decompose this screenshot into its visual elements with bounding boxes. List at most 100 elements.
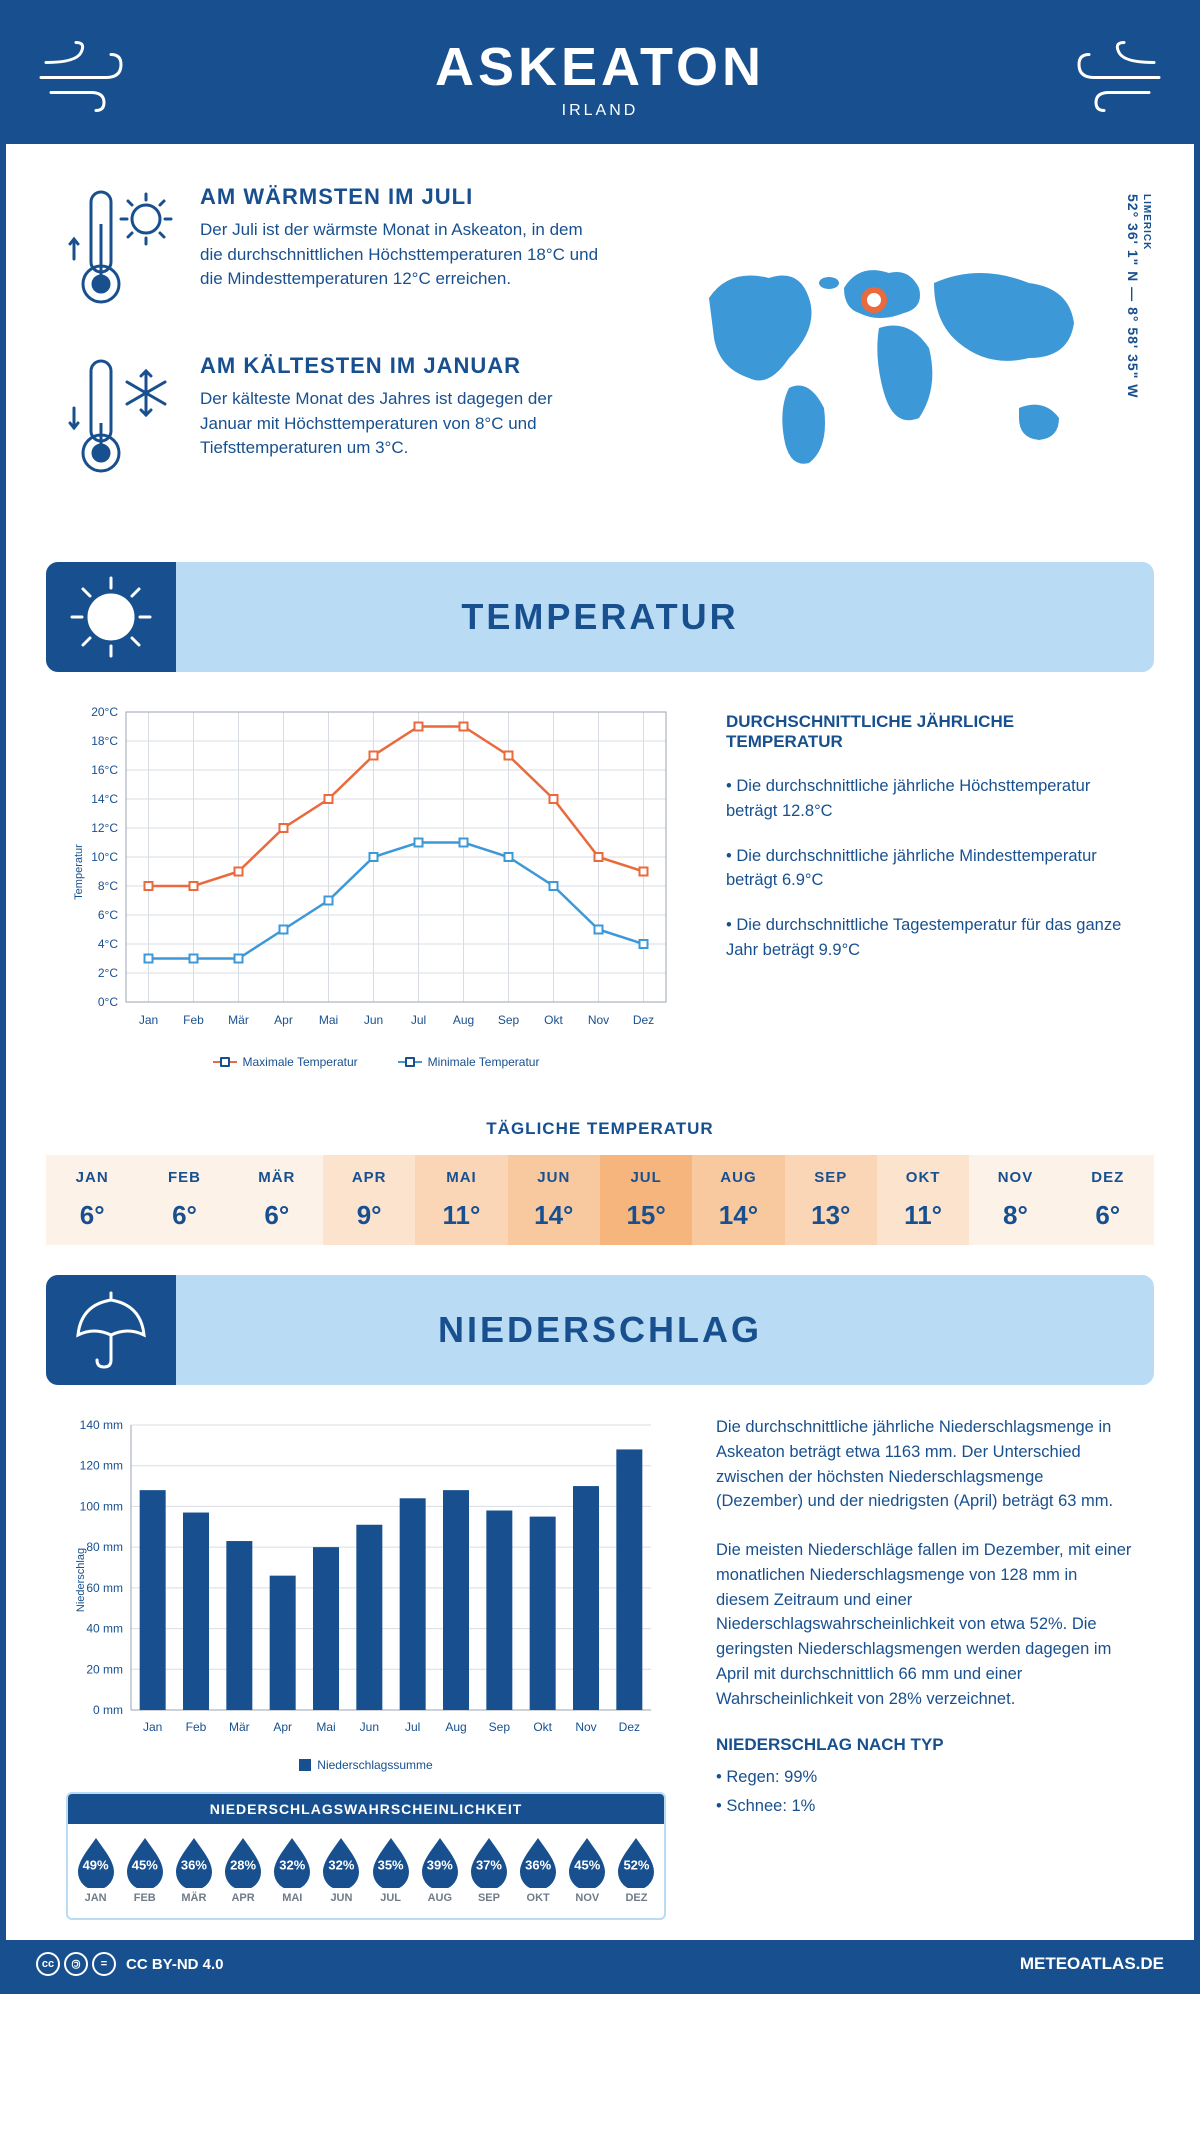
precip-rain: • Regen: 99% bbox=[716, 1765, 1134, 1790]
lon-label: 8° 58' 35" W bbox=[1125, 307, 1141, 398]
probability-cell: 32%JUN bbox=[318, 1834, 365, 1904]
intro-section: AM WÄRMSTEN IM JULI Der Juli ist der wär… bbox=[6, 144, 1194, 552]
svg-text:6°C: 6°C bbox=[98, 908, 118, 922]
probability-cell: 36%OKT bbox=[515, 1834, 562, 1904]
probability-cell: 28%APR bbox=[220, 1834, 267, 1904]
probability-box: NIEDERSCHLAGSWAHRSCHEINLICHKEIT 49%JAN45… bbox=[66, 1792, 666, 1920]
temperature-summary: DURCHSCHNITTLICHE JÄHRLICHE TEMPERATUR •… bbox=[726, 702, 1134, 1069]
daily-cell: AUG14° bbox=[692, 1155, 784, 1245]
daily-cell: MAI11° bbox=[415, 1155, 507, 1245]
svg-text:20°C: 20°C bbox=[91, 705, 118, 719]
precipitation-section-header: NIEDERSCHLAG bbox=[46, 1275, 1154, 1385]
thermometer-hot-icon bbox=[66, 184, 176, 319]
svg-text:Sep: Sep bbox=[489, 1720, 511, 1734]
svg-text:Apr: Apr bbox=[274, 1013, 293, 1027]
svg-text:4°C: 4°C bbox=[98, 937, 118, 951]
probability-cell: 52%DEZ bbox=[613, 1834, 660, 1904]
daily-cell: SEP13° bbox=[785, 1155, 877, 1245]
svg-text:14°C: 14°C bbox=[91, 792, 118, 806]
svg-text:12°C: 12°C bbox=[91, 821, 118, 835]
probability-cell: 45%FEB bbox=[121, 1834, 168, 1904]
svg-text:Nov: Nov bbox=[575, 1720, 596, 1734]
daily-temp-title: TÄGLICHE TEMPERATUR bbox=[6, 1119, 1194, 1139]
svg-text:Jun: Jun bbox=[360, 1720, 379, 1734]
svg-text:Temperatur: Temperatur bbox=[73, 844, 85, 900]
svg-text:20 mm: 20 mm bbox=[86, 1662, 123, 1676]
precipitation-text: Die durchschnittliche jährliche Niedersc… bbox=[716, 1415, 1134, 1920]
probability-cell: 32%MAI bbox=[269, 1834, 316, 1904]
svg-text:Okt: Okt bbox=[533, 1720, 552, 1734]
wind-icon-left bbox=[36, 33, 146, 118]
header: ASKEATON IRLAND bbox=[6, 6, 1194, 144]
svg-text:Aug: Aug bbox=[453, 1013, 474, 1027]
svg-text:Mai: Mai bbox=[316, 1720, 335, 1734]
world-map-icon bbox=[679, 228, 1099, 478]
daily-cell: NOV8° bbox=[969, 1155, 1061, 1245]
daily-cell: JUL15° bbox=[600, 1155, 692, 1245]
temp-summary-heading: DURCHSCHNITTLICHE JÄHRLICHE TEMPERATUR bbox=[726, 712, 1134, 752]
svg-text:Feb: Feb bbox=[186, 1720, 207, 1734]
brand-label: METEOATLAS.DE bbox=[1020, 1954, 1164, 1974]
svg-text:Jul: Jul bbox=[411, 1013, 426, 1027]
license-block: cc🄯= CC BY-ND 4.0 bbox=[36, 1952, 224, 1976]
lat-label: 52° 36' 1" N bbox=[1125, 194, 1141, 282]
probability-cell: 39%AUG bbox=[416, 1834, 463, 1904]
warmest-block: AM WÄRMSTEN IM JULI Der Juli ist der wär… bbox=[66, 184, 604, 319]
svg-text:Dez: Dez bbox=[619, 1720, 640, 1734]
daily-cell: JUN14° bbox=[508, 1155, 600, 1245]
coldest-title: AM KÄLTESTEN IM JANUAR bbox=[200, 353, 604, 379]
probability-cell: 35%JUL bbox=[367, 1834, 414, 1904]
svg-text:16°C: 16°C bbox=[91, 763, 118, 777]
coldest-block: AM KÄLTESTEN IM JANUAR Der kälteste Mona… bbox=[66, 353, 604, 488]
svg-text:140 mm: 140 mm bbox=[80, 1418, 123, 1432]
svg-text:120 mm: 120 mm bbox=[80, 1459, 123, 1473]
sun-icon bbox=[46, 562, 176, 672]
svg-text:Jun: Jun bbox=[364, 1013, 383, 1027]
probability-cell: 45%NOV bbox=[564, 1834, 611, 1904]
svg-text:Mär: Mär bbox=[228, 1013, 249, 1027]
precipitation-body: 0 mm20 mm40 mm60 mm80 mm100 mm120 mm140 … bbox=[6, 1415, 1194, 1940]
svg-text:Dez: Dez bbox=[633, 1013, 654, 1027]
daily-cell: DEZ6° bbox=[1062, 1155, 1154, 1245]
map-column: LIMERICK 52° 36' 1" N — 8° 58' 35" W bbox=[644, 184, 1134, 522]
svg-text:Niederschlag: Niederschlag bbox=[75, 1548, 87, 1612]
svg-text:Jul: Jul bbox=[405, 1720, 420, 1734]
coldest-text: Der kälteste Monat des Jahres ist dagege… bbox=[200, 387, 604, 461]
precipitation-left: 0 mm20 mm40 mm60 mm80 mm100 mm120 mm140 … bbox=[66, 1415, 666, 1920]
legend-max: Maximale Temperatur bbox=[243, 1055, 358, 1069]
legend-min: Minimale Temperatur bbox=[428, 1055, 540, 1069]
temp-bullet-3: • Die durchschnittliche Tagestemperatur … bbox=[726, 913, 1134, 963]
probability-title: NIEDERSCHLAGSWAHRSCHEINLICHKEIT bbox=[68, 1794, 664, 1824]
temperature-body: 0°C2°C4°C6°C8°C10°C12°C14°C16°C18°C20°CJ… bbox=[6, 702, 1194, 1099]
temp-bullet-2: • Die durchschnittliche jährliche Mindes… bbox=[726, 844, 1134, 894]
svg-text:8°C: 8°C bbox=[98, 879, 118, 893]
temp-legend: Maximale Temperatur Minimale Temperatur bbox=[66, 1055, 686, 1069]
precipitation-chart: 0 mm20 mm40 mm60 mm80 mm100 mm120 mm140 … bbox=[66, 1415, 666, 1745]
footer: cc🄯= CC BY-ND 4.0 METEOATLAS.DE bbox=[6, 1940, 1194, 1988]
svg-text:40 mm: 40 mm bbox=[86, 1622, 123, 1636]
daily-cell: MÄR6° bbox=[231, 1155, 323, 1245]
svg-text:0 mm: 0 mm bbox=[93, 1703, 123, 1717]
svg-text:18°C: 18°C bbox=[91, 734, 118, 748]
city-title: ASKEATON bbox=[26, 36, 1174, 98]
daily-cell: APR9° bbox=[323, 1155, 415, 1245]
precip-legend: Niederschlagssumme bbox=[66, 1758, 666, 1772]
precip-legend-label: Niederschlagssumme bbox=[317, 1758, 432, 1772]
daily-cell: OKT11° bbox=[877, 1155, 969, 1245]
temperature-heading: TEMPERATUR bbox=[461, 596, 738, 638]
daily-cell: JAN6° bbox=[46, 1155, 138, 1245]
svg-text:Sep: Sep bbox=[498, 1013, 520, 1027]
svg-text:0°C: 0°C bbox=[98, 995, 118, 1009]
license-label: CC BY-ND 4.0 bbox=[126, 1956, 224, 1973]
precip-type-heading: NIEDERSCHLAG NACH TYP bbox=[716, 1735, 1134, 1755]
svg-text:Jan: Jan bbox=[139, 1013, 158, 1027]
probability-cell: 36%MÄR bbox=[170, 1834, 217, 1904]
precip-p2: Die meisten Niederschläge fallen im Deze… bbox=[716, 1538, 1134, 1711]
warmest-title: AM WÄRMSTEN IM JULI bbox=[200, 184, 604, 210]
svg-text:Okt: Okt bbox=[544, 1013, 563, 1027]
probability-cell: 49%JAN bbox=[72, 1834, 119, 1904]
daily-temp-row: JAN6°FEB6°MÄR6°APR9°MAI11°JUN14°JUL15°AU… bbox=[46, 1155, 1154, 1245]
infographic-page: ASKEATON IRLAND AM WÄRMSTEN IM JULI Der … bbox=[0, 0, 1200, 1994]
svg-text:Jan: Jan bbox=[143, 1720, 162, 1734]
svg-text:60 mm: 60 mm bbox=[86, 1581, 123, 1595]
